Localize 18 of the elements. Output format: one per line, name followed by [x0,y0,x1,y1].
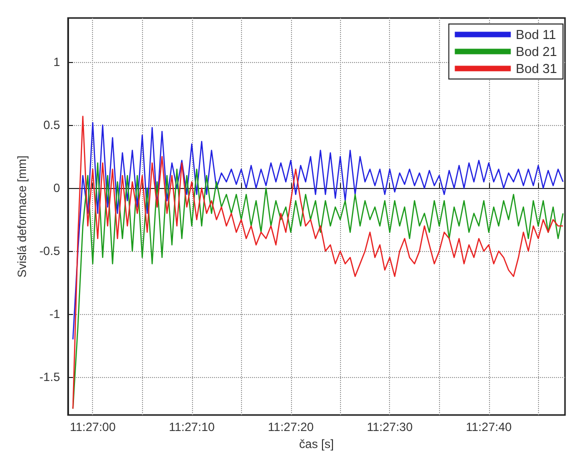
y-tick-label: -1.5 [39,370,60,384]
x-axis-title: čas [s] [299,436,334,451]
legend-label: Bod 31 [516,61,557,76]
legend-label: Bod 21 [516,44,557,59]
x-tick-label: 11:27:00 [70,420,116,434]
x-tick-label: 11:27:10 [168,420,215,434]
y-tick-label: 1 [53,55,60,70]
y-axis-title: Svislá deformace [mm] [15,155,29,278]
line-series [72,122,564,340]
y-tick-label: 0.5 [43,118,60,132]
x-tick-label: 11:27:40 [466,420,512,434]
legend-label: Bod 11 [516,27,556,42]
y-tick-label: 0 [53,181,60,196]
y-tick-label: -0.5 [39,244,60,258]
y-tick-label: -1 [49,307,60,322]
x-tick-label: 11:27:20 [268,420,314,434]
x-tick-label: 11:27:30 [366,420,413,434]
line-series [72,116,564,410]
